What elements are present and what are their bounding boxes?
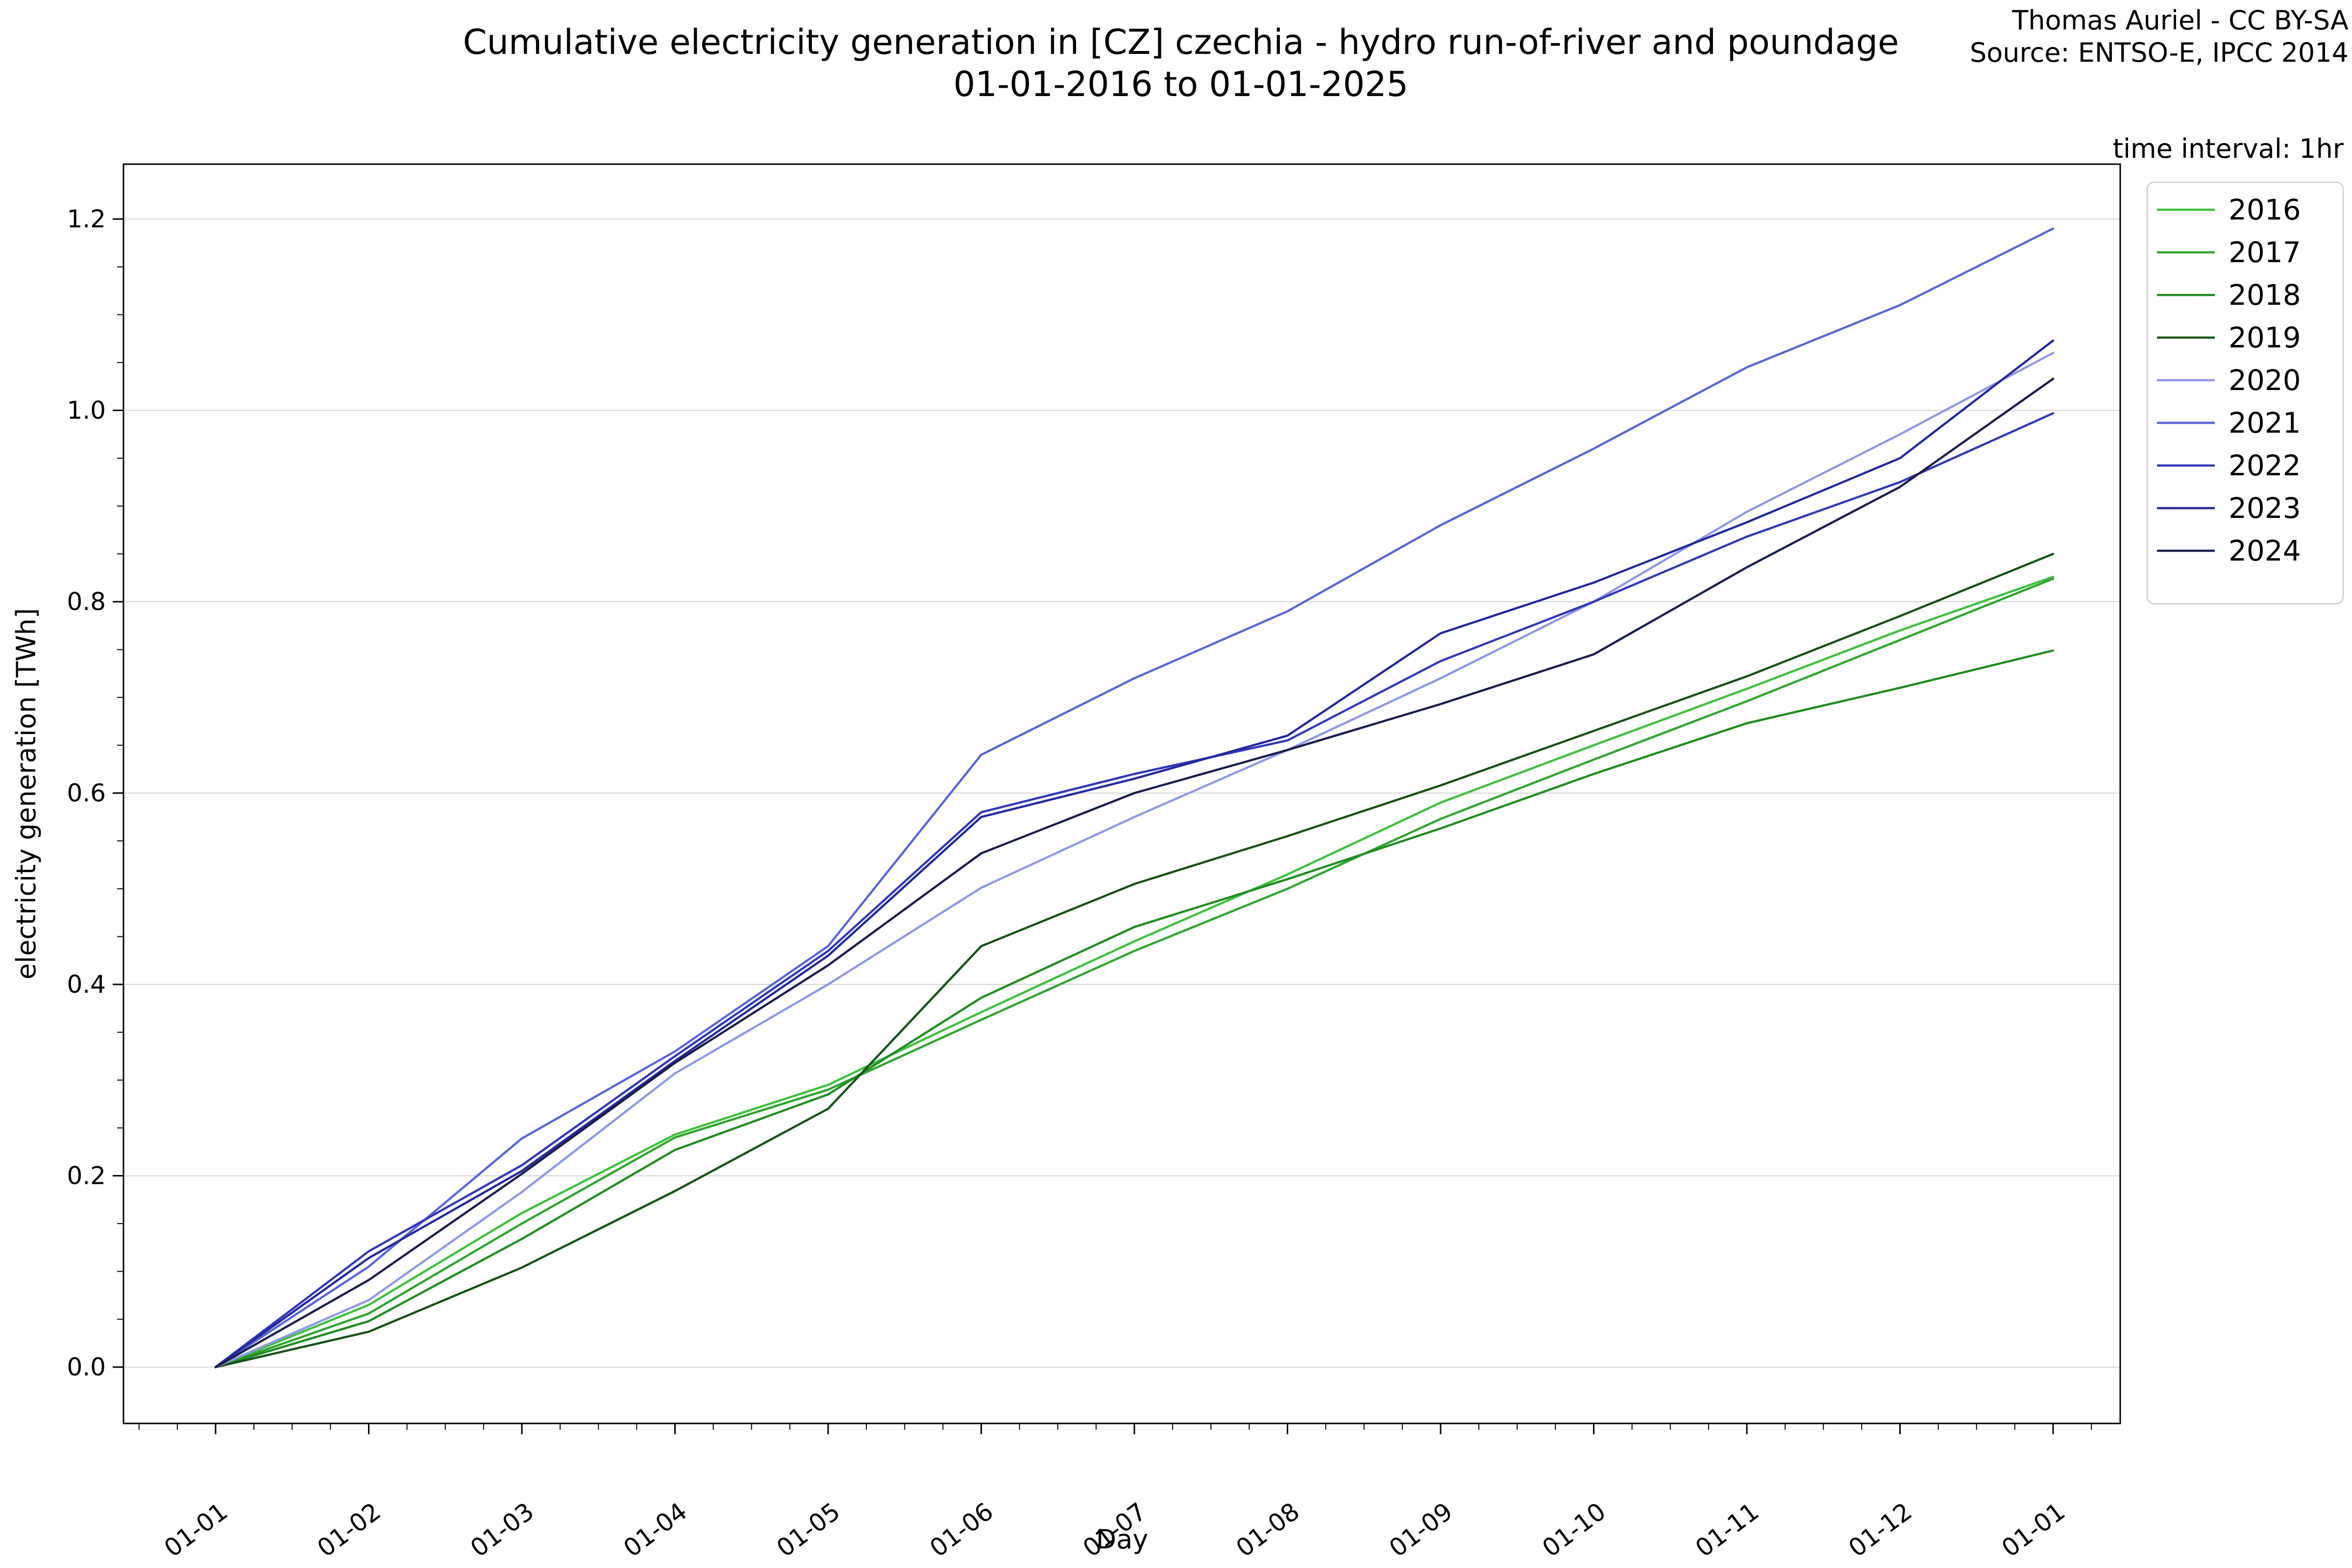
x-tick-label: 01-11 [1690,1497,1764,1563]
x-tick-label: 01-08 [1231,1497,1305,1563]
x-tick-label: 01-09 [1384,1497,1458,1563]
plot-box [122,163,2121,1424]
legend-label-2024: 2024 [2229,534,2301,567]
x-tick-label: 01-10 [1537,1497,1611,1563]
x-tick-label: 01-03 [465,1497,539,1563]
y-tick-label: 0.6 [67,779,106,808]
x-tick-label: 01-12 [1843,1497,1917,1563]
legend-item: 2021 [2157,406,2301,440]
legend-item: 2017 [2157,236,2301,269]
attribution-author: Thomas Auriel - CC BY-SA [2011,5,2349,36]
attribution-source: Source: ENTSO-E, IPCC 2014 [1970,37,2349,68]
axes: 0.0 0.2 0.4 0.6 0.8 1.0 1.2 01-01 01-02 01-03 01-0… [67,163,2121,1563]
legend-item: 2018 [2157,278,2301,312]
x-tick-label: 01-02 [312,1497,386,1563]
series-lines [214,227,2055,1369]
legend-label-2019: 2019 [2229,321,2301,354]
legend-label-2017: 2017 [2229,236,2301,269]
y-tick-label: 0.4 [67,970,106,999]
gridlines [123,219,2120,1368]
series-line-2021 [214,227,2055,1369]
series-line-2018 [214,649,2055,1369]
legend-label-2023: 2023 [2229,491,2301,525]
y-tick-label: 0.2 [67,1162,106,1190]
chart-title-line1: Cumulative electricity generation in [CZ… [463,22,1899,62]
legend-label-2020: 2020 [2229,364,2301,397]
series-line-2024 [214,377,2055,1369]
legend: 2016 2017 2018 2019 2020 2021 2022 2023 2024 [2146,181,2344,605]
x-axis-label: Day [1096,1524,1149,1555]
x-tick-label: 01-04 [618,1497,692,1563]
y-axis-label: electricity generation [TWh] [11,608,42,980]
legend-item: 2022 [2157,449,2301,482]
series-line-2023 [214,339,2055,1369]
series-line-2022 [214,412,2055,1369]
y-tick-label: 1.0 [67,396,106,425]
legend-label-2018: 2018 [2229,278,2301,312]
y-tick-label: 1.2 [67,205,106,233]
x-tick-label: 01-01 [1996,1497,2070,1563]
y-tick-label: 0.8 [67,588,106,616]
legend-item: 2019 [2157,321,2301,354]
x-tick-label: 01-06 [925,1497,999,1563]
chart-title-line2: 01-01-2016 to 01-01-2025 [954,64,1408,104]
legend-label-2022: 2022 [2229,449,2301,482]
y-tick-label: 0.0 [67,1353,106,1381]
x-tick-label: 01-01 [159,1497,233,1563]
x-tick-label: 01-05 [771,1497,845,1563]
legend-label-2021: 2021 [2229,406,2301,440]
legend-label-2016: 2016 [2229,193,2301,226]
legend-item: 2023 [2157,491,2301,525]
series-line-2016 [214,575,2055,1369]
series-line-2019 [214,553,2055,1369]
series-line-2020 [214,352,2055,1369]
legend-item: 2020 [2157,364,2301,397]
legend-box [2146,181,2344,605]
series-line-2017 [214,577,2055,1369]
time-interval-note: time interval: 1hr [2113,133,2344,164]
legend-item: 2024 [2157,534,2301,567]
legend-item: 2016 [2157,193,2301,226]
